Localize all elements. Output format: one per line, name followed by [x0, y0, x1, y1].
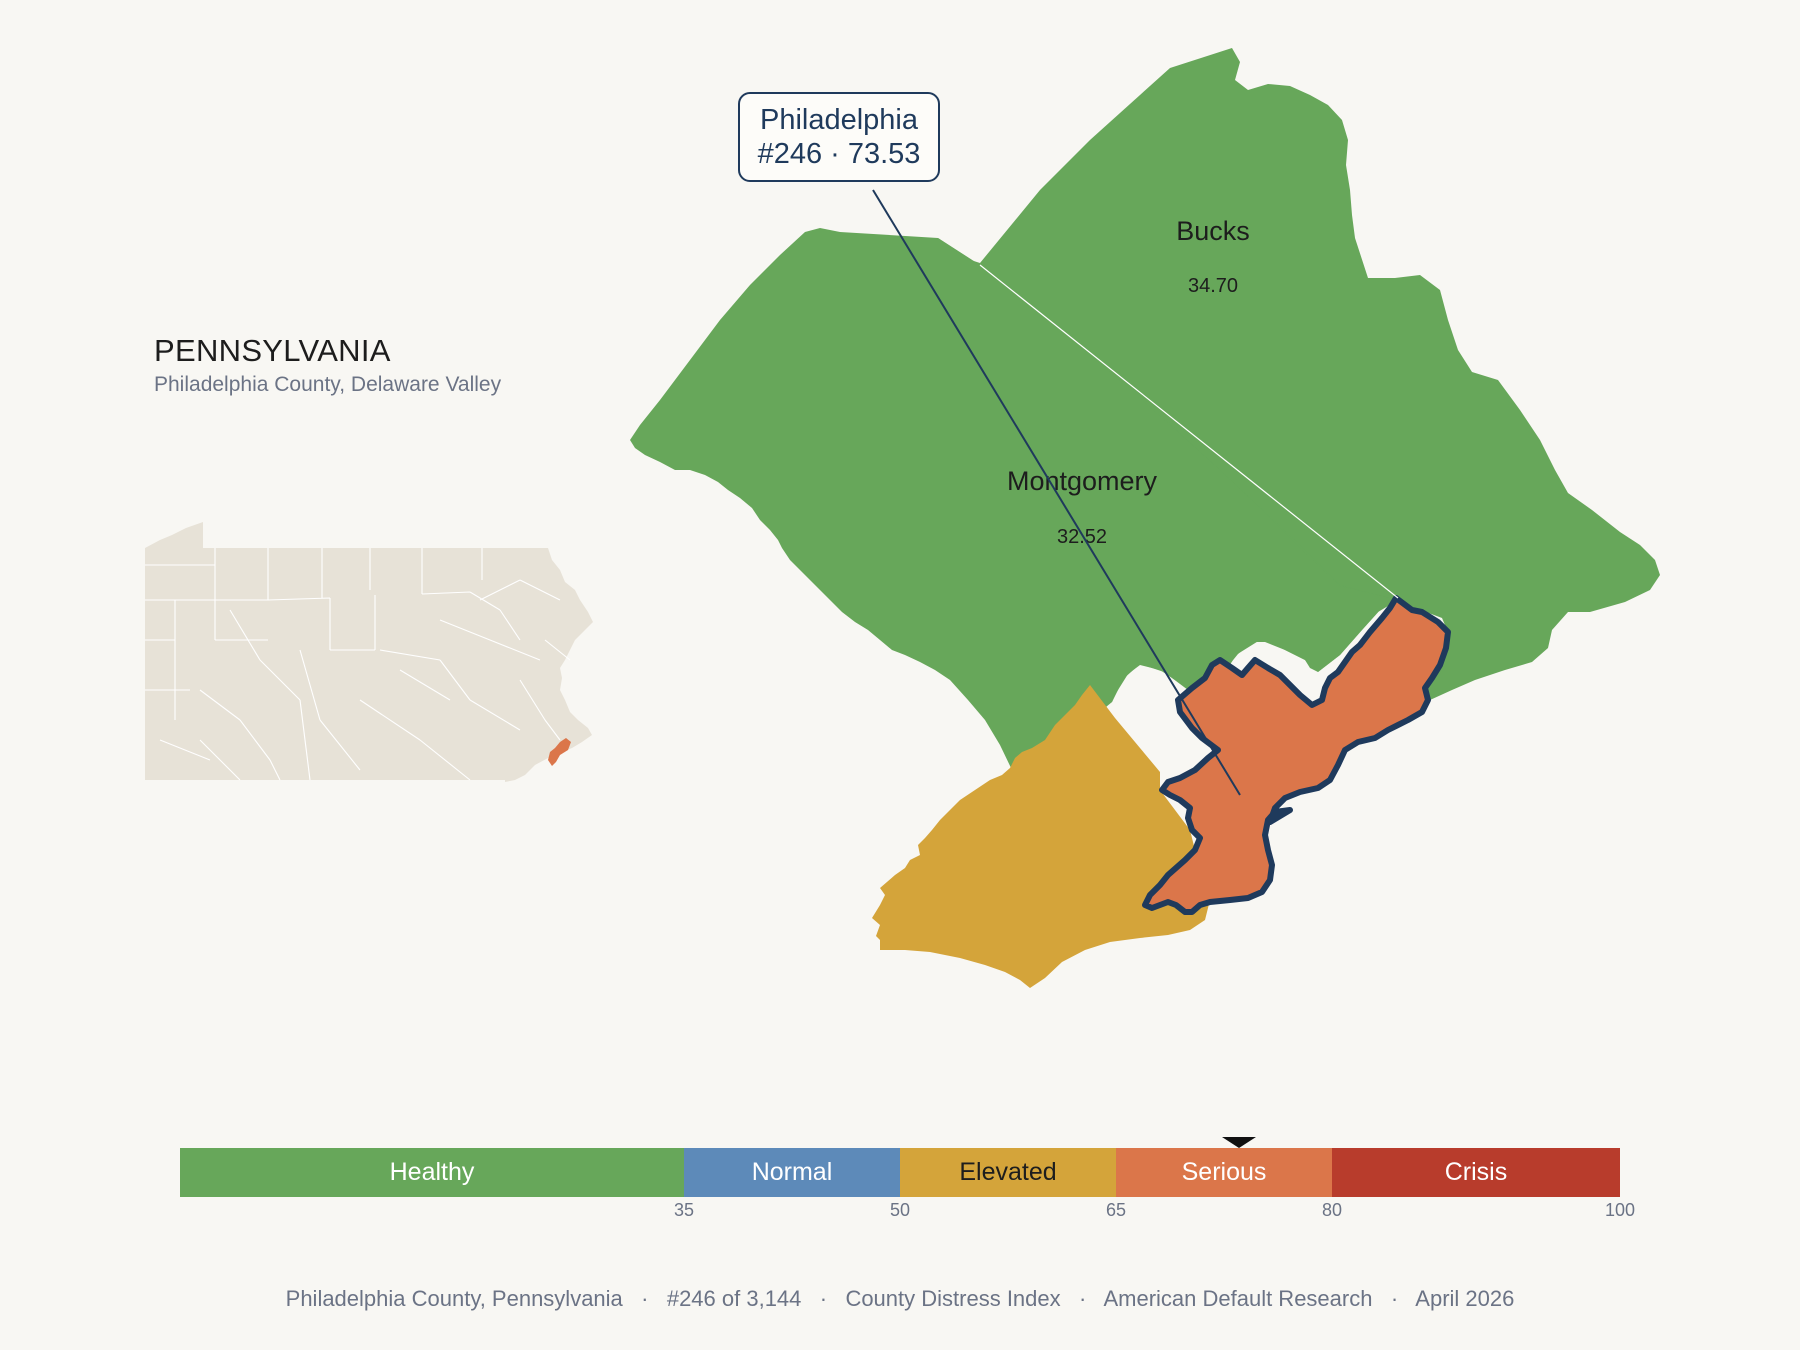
footer-publisher: American Default Research — [1103, 1286, 1373, 1311]
inset-state-shape — [145, 522, 593, 782]
distress-legend-bar: Healthy Normal Elevated Serious Crisis — [180, 1148, 1620, 1197]
legend-segment-crisis: Crisis — [1332, 1148, 1620, 1197]
legend-tick: 65 — [1105, 1200, 1127, 1220]
county-philadelphia[interactable] — [1142, 595, 1451, 915]
footer-separator: · — [628, 1286, 661, 1311]
county-label-montgomery: Montgomery — [1007, 466, 1158, 496]
footer-credits: Philadelphia County, Pennsylvania · #246… — [0, 1286, 1800, 1312]
footer-separator: · — [807, 1286, 840, 1311]
callout-county-name: Philadelphia — [759, 104, 918, 136]
inset-map-pennsylvania — [145, 522, 593, 782]
footer-separator: · — [1378, 1286, 1411, 1311]
county-score-montgomery: 32.52 — [1057, 526, 1107, 548]
callout-leader-line — [872, 189, 1241, 796]
legend-tick: 100 — [1604, 1200, 1636, 1220]
legend-ticks: 35 50 65 80 100 — [180, 1200, 1635, 1224]
legend-segment-normal: Normal — [684, 1148, 900, 1197]
county-montgomery-body — [630, 228, 1398, 790]
legend-segment-healthy: Healthy — [180, 1148, 684, 1197]
county-score-bucks: 34.70 — [1188, 275, 1238, 297]
county-delaware[interactable] — [872, 685, 1210, 988]
legend-segment-elevated: Elevated — [900, 1148, 1116, 1197]
footer-county-state: Philadelphia County, Pennsylvania — [285, 1286, 623, 1311]
county-callout: Philadelphia #246 · 73.53 — [738, 92, 940, 182]
legend-tick: 35 — [673, 1200, 695, 1220]
legend-segment-serious: Serious — [1116, 1148, 1332, 1197]
footer-rank: #246 of 3,144 — [666, 1286, 802, 1311]
legend-value-marker — [1221, 1137, 1256, 1148]
footer-index-name: County Distress Index — [845, 1286, 1061, 1311]
inset-philadelphia-highlight — [548, 738, 571, 766]
footer-separator: · — [1066, 1286, 1099, 1311]
legend-tick: 80 — [1321, 1200, 1343, 1220]
county-label-bucks: Bucks — [1176, 216, 1250, 246]
state-subtitle: Philadelphia County, Delaware Valley — [154, 373, 502, 396]
county-boundary — [979, 264, 1399, 599]
state-title: PENNSYLVANIA — [154, 333, 391, 368]
footer-date: April 2026 — [1415, 1286, 1515, 1311]
callout-rank-score: #246 · 73.53 — [757, 138, 921, 170]
legend-tick: 50 — [889, 1200, 911, 1220]
